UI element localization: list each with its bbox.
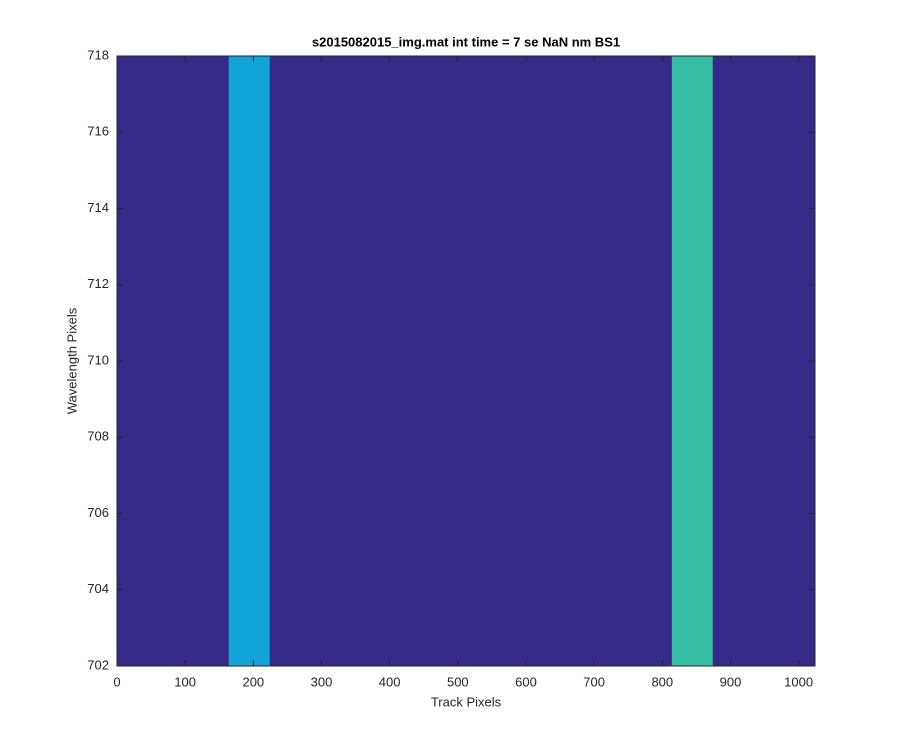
x-tick-label: 0 <box>113 674 120 689</box>
y-tick-label: 704 <box>87 581 109 596</box>
y-tick-label: 702 <box>87 657 109 672</box>
y-tick-label: 714 <box>87 200 109 215</box>
x-axis-label: Track Pixels <box>431 694 502 709</box>
x-tick-label: 500 <box>447 674 469 689</box>
x-tick-label: 100 <box>174 674 196 689</box>
x-tick-label: 900 <box>720 674 742 689</box>
x-tick-label: 600 <box>515 674 537 689</box>
x-tick-label: 1000 <box>784 674 813 689</box>
x-tick-label: 200 <box>242 674 264 689</box>
y-tick-label: 712 <box>87 276 109 291</box>
chart-title: s2015082015_img.mat int time = 7 se NaN … <box>312 34 620 49</box>
y-tick-label: 718 <box>87 47 109 62</box>
y-tick-label: 708 <box>87 429 109 444</box>
y-tick-label: 716 <box>87 124 109 139</box>
x-tick-label: 300 <box>311 674 333 689</box>
y-tick-label: 706 <box>87 505 109 520</box>
intensity-band <box>671 56 713 666</box>
x-tick-label: 800 <box>651 674 673 689</box>
x-tick-label: 400 <box>379 674 401 689</box>
y-axis-label: Wavelength Pixels <box>64 307 79 414</box>
y-tick-label: 710 <box>87 352 109 367</box>
intensity-band <box>228 56 270 666</box>
x-tick-label: 700 <box>583 674 605 689</box>
